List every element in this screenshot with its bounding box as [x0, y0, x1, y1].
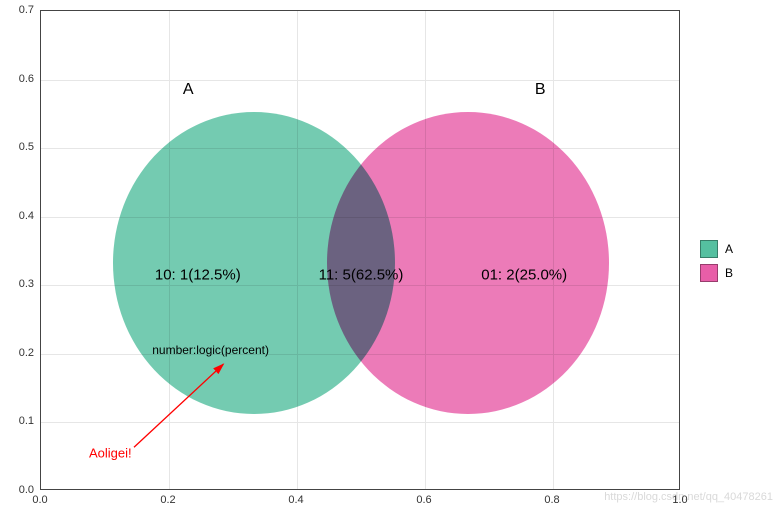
- arrow-label: Aoligei!: [89, 446, 132, 461]
- ytick-label: 0.1: [19, 415, 34, 427]
- set-label-b: B: [535, 81, 546, 99]
- xtick-label: 0.6: [416, 494, 431, 506]
- xtick-label: 0.4: [288, 494, 303, 506]
- ytick-label: 0.7: [19, 4, 34, 16]
- ytick-label: 0.4: [19, 210, 34, 222]
- legend-item-b: B: [700, 264, 733, 282]
- watermark-text: https://blog.csdn.net/qq_40478261: [604, 491, 773, 503]
- legend-swatch: [700, 240, 718, 258]
- gridline-h: [41, 80, 679, 81]
- region-label-01: 01: 2(25.0%): [481, 267, 567, 284]
- xtick-label: 1.0: [672, 494, 687, 506]
- plot-area: A B 10: 1(12.5%) 11: 5(62.5%) 01: 2(25.0%) nu…: [40, 10, 680, 490]
- region-label-11: 11: 5(62.5%): [319, 267, 404, 284]
- xtick-label: 0.2: [160, 494, 175, 506]
- legend-swatch: [700, 264, 718, 282]
- venn-circle-b: [327, 112, 609, 414]
- legend-label: B: [725, 266, 733, 280]
- ytick-label: 0.0: [19, 484, 34, 496]
- ytick-label: 0.5: [19, 141, 34, 153]
- ytick-label: 0.3: [19, 278, 34, 290]
- ytick-label: 0.6: [19, 73, 34, 85]
- xtick-label: 0.8: [544, 494, 559, 506]
- annotation-text: number:logic(percent): [152, 343, 269, 357]
- ytick-label: 0.2: [19, 347, 34, 359]
- xtick-label: 0.0: [32, 494, 47, 506]
- legend-item-a: A: [700, 240, 733, 258]
- set-label-a: A: [183, 81, 194, 99]
- legend: AB: [700, 240, 733, 288]
- region-label-10: 10: 1(12.5%): [155, 267, 241, 284]
- legend-label: A: [725, 242, 733, 256]
- gridline-h: [41, 148, 679, 149]
- gridline-h: [41, 422, 679, 423]
